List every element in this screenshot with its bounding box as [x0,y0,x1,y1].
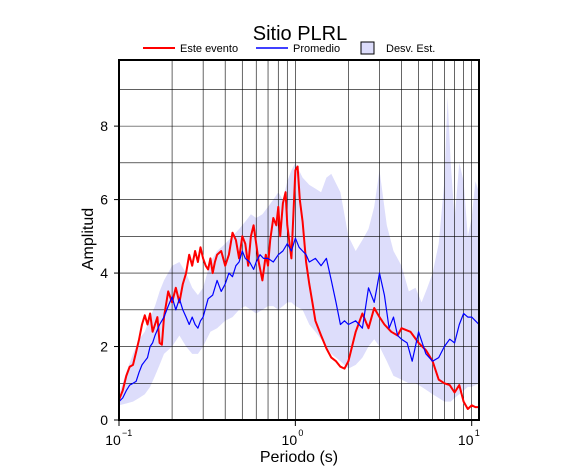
y-tick-label: 2 [100,339,108,355]
plot-frame [118,59,480,421]
legend-label-desv-est: Desv. Est. [386,43,435,55]
series-line-promedio [118,237,480,403]
legend-label-este-evento: Este evento [180,43,238,55]
x-tick-label: 10 [105,432,121,448]
legend-label-promedio: Promedio [293,43,340,55]
x-tick-label: 10 [282,432,298,448]
legend-swatch-desv-est [360,41,375,55]
y-tick-label: 0 [100,412,108,428]
x-tick-label: 10 [458,432,474,448]
x-axis-label: Periodo (s) [260,449,338,466]
chart-title: Sitio PLRL [253,23,348,45]
y-axis-label: Amplitud [80,208,97,270]
series-line-este-evento [118,165,479,410]
x-tick-exponent: −1 [122,428,132,438]
legend: Este evento Promedio Desv. Est. [143,41,435,55]
y-tick-label: 6 [100,192,108,208]
x-tick-exponent: 0 [298,428,303,438]
x-tick-exponent: 1 [475,428,480,438]
y-tick-label: 8 [100,118,108,134]
y-tick-label: 4 [100,265,108,281]
